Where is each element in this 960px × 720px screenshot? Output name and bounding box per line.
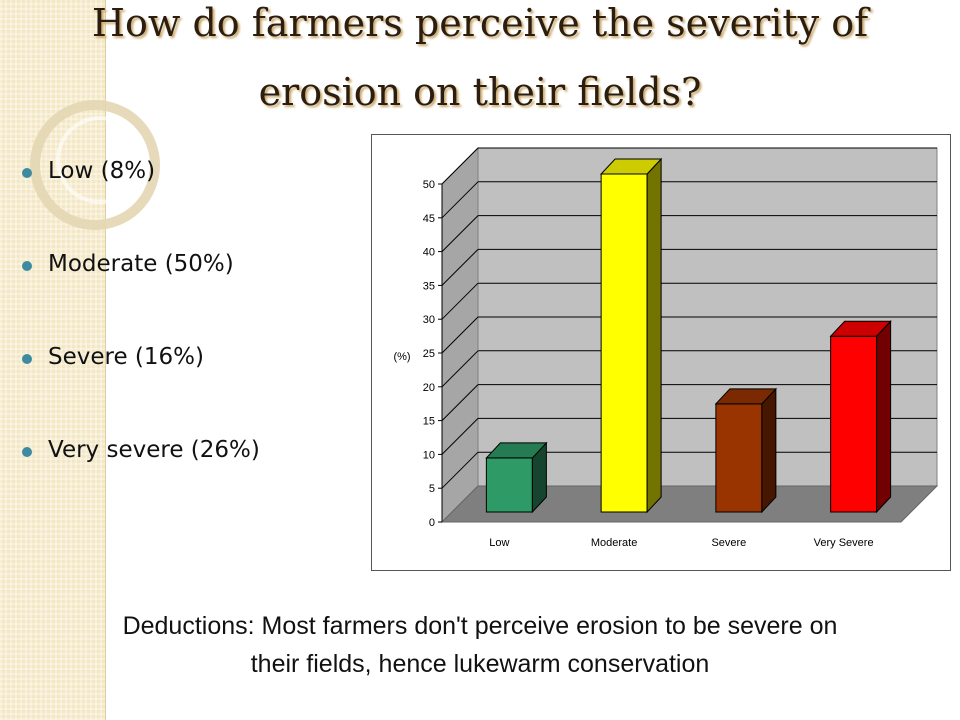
bullet-item-low: Low (8%): [22, 158, 260, 251]
decorative-rings: [30, 100, 160, 230]
bullet-text: Moderate (50%): [48, 251, 234, 277]
bar-1-front: [600, 173, 648, 513]
bar-1-side: [646, 157, 662, 514]
bar-0-front: [485, 457, 533, 513]
y-tick-label: 0: [429, 517, 435, 529]
bullet-item-severe: Severe (16%): [22, 344, 260, 437]
gridline-side: [441, 249, 479, 286]
bar-3-side: [876, 319, 892, 514]
bar-1-top: [599, 158, 663, 175]
gridline-side: [441, 384, 479, 421]
bullet-item-moderate: Moderate (50%): [22, 251, 260, 344]
gridline-side: [441, 282, 479, 320]
deductions-line-1: Deductions: Most farmers don't perceive …: [122, 612, 838, 640]
chart-floor: [440, 485, 939, 523]
y-tick-label: 50: [423, 179, 435, 191]
bullet-item-very-severe: Very severe (26%): [22, 437, 260, 530]
gridline-side: [441, 418, 479, 455]
y-tick-label: 15: [423, 416, 435, 428]
gridline-side: [441, 147, 479, 185]
bullet-text: Low (8%): [48, 158, 156, 184]
bullet-dot-icon: [22, 168, 32, 178]
bar-2-side: [761, 387, 777, 514]
bar-chart: 0 5 10 15 20 25 30 35 40 45 50 (%) Low Moderate Severe…: [371, 134, 951, 571]
x-tick-label: Severe: [711, 537, 746, 549]
bar-chart-svg: 0 5 10 15 20 25 30 35 40 45 50 (%) Low Moderate Severe…: [393, 146, 939, 549]
y-tick-label: 10: [423, 449, 435, 461]
bar-3-top: [829, 320, 892, 337]
bullet-text: Very severe (26%): [48, 437, 260, 463]
bar-3-front: [830, 335, 878, 513]
gridline-side: [441, 181, 479, 219]
y-tick-label: 25: [423, 348, 435, 360]
y-tick-label: 30: [423, 314, 435, 326]
bullet-text: Severe (16%): [48, 344, 204, 370]
y-tick-label: 40: [423, 247, 435, 259]
slide-title-line-2: erosion on their fields?: [258, 70, 702, 114]
x-tick-label: Very Severe: [814, 537, 874, 549]
y-tick-label: 45: [423, 213, 435, 225]
bullet-dot-icon: [22, 261, 32, 271]
x-tick-label: Low: [489, 537, 509, 549]
slide-title-line-1: How do farmers perceive the severity of: [91, 1, 869, 45]
y-axis-label: (%): [393, 351, 410, 363]
y-tick-label: 20: [423, 382, 435, 394]
bar-2-front: [715, 403, 763, 513]
y-tick-label: 35: [423, 280, 435, 292]
bullet-list: Low (8%) Moderate (50%) Severe (16%) Ver…: [22, 158, 260, 530]
bar-2-top: [714, 388, 778, 405]
bullet-dot-icon: [22, 354, 32, 364]
bar-0-top: [485, 442, 548, 459]
bullet-dot-icon: [22, 447, 32, 457]
gridline-side: [441, 215, 479, 252]
gridline-side: [441, 316, 479, 354]
y-tick-label: 5: [429, 483, 435, 495]
gridline-side: [441, 350, 479, 388]
gridline-side: [441, 451, 479, 489]
deductions-line-2: their fields, hence lukewarm conservatio…: [250, 650, 710, 678]
x-tick-label: Moderate: [591, 537, 637, 549]
